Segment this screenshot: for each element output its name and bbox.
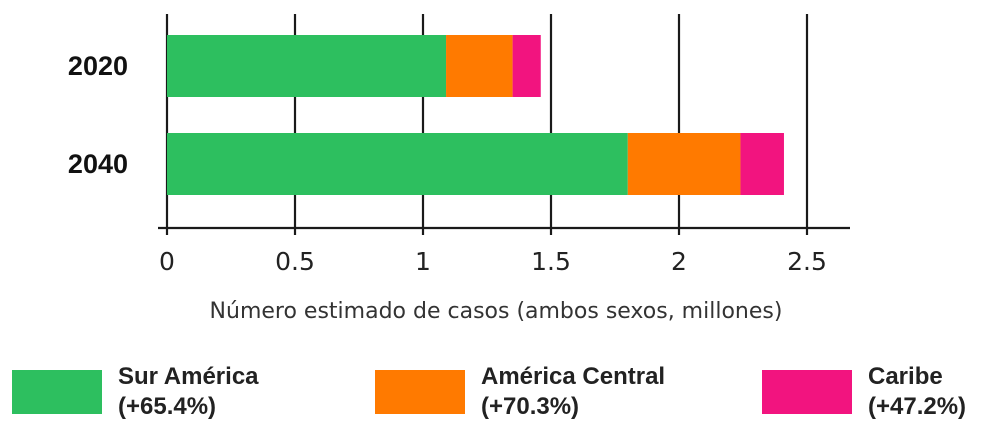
x-axis-title: Número estimado de casos (ambos sexos, m… <box>210 299 783 324</box>
x-tick-label: 0 <box>159 247 175 276</box>
category-labels: 2020 2040 <box>68 51 128 179</box>
legend-change-america-central: (+70.3%) <box>481 393 580 420</box>
legend-change-sur-america: (+65.4%) <box>118 393 217 420</box>
legend-name-sur-america: Sur América <box>118 363 259 390</box>
legend-text-caribe: Caribe (+47.2%) <box>868 362 966 422</box>
legend-item-america-central: América Central (+70.3%) <box>375 362 665 422</box>
legend-swatch-sur-america <box>12 370 102 414</box>
category-label-2020: 2020 <box>68 51 128 81</box>
bars <box>167 35 784 195</box>
x-axis: 0 0.5 1 1.5 2 2.5 <box>158 226 850 276</box>
legend-change-caribe: (+47.2%) <box>868 393 967 420</box>
bar-2020-caribe <box>512 35 541 97</box>
legend-swatch-america-central <box>375 370 465 414</box>
category-label-2040: 2040 <box>68 149 128 179</box>
bar-2020-am-rica-central <box>446 35 513 97</box>
x-tick-label: 0.5 <box>275 247 315 276</box>
bar-2040-am-rica-central <box>627 133 741 195</box>
legend-swatch-caribe <box>762 370 852 414</box>
legend-item-sur-america: Sur América (+65.4%) <box>12 362 259 422</box>
x-tick-label: 1.5 <box>531 247 571 276</box>
legend-text-america-central: América Central (+70.3%) <box>481 362 665 422</box>
legend-text-sur-america: Sur América (+65.4%) <box>118 362 259 422</box>
legend-name-america-central: América Central <box>481 363 666 390</box>
x-tick-label: 2.5 <box>787 247 827 276</box>
stacked-bar-chart: 0 0.5 1 1.5 2 2.5 2020 2040 Número estimado de… <box>68 14 850 324</box>
bar-2040-caribe <box>740 133 784 195</box>
legend-name-caribe: Caribe <box>868 363 943 390</box>
bar-2020-sur-am-rica <box>167 35 447 97</box>
legend-item-caribe: Caribe (+47.2%) <box>762 362 966 422</box>
x-tick-label: 1 <box>415 247 431 276</box>
bar-2040-sur-am-rica <box>167 133 628 195</box>
x-tick-label: 2 <box>671 247 687 276</box>
